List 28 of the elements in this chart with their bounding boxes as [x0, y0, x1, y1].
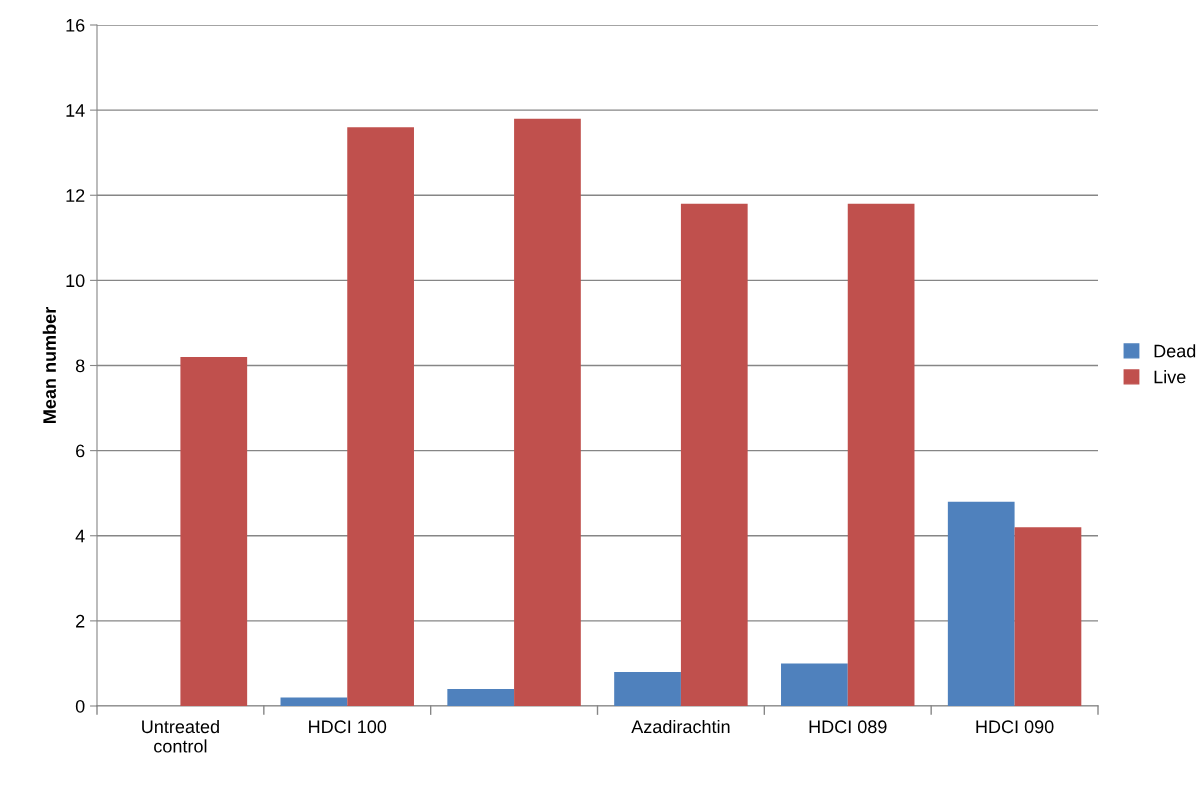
bar	[1014, 527, 1082, 706]
bar	[180, 356, 248, 706]
y-tick-label: 6	[76, 444, 85, 458]
x-tick-label: HDCI 100	[309, 720, 387, 734]
legend-label: Dead	[1154, 344, 1196, 358]
x-tick-label: HDCI 090	[976, 720, 1054, 734]
bar	[680, 203, 748, 706]
y-tick-label: 0	[75, 699, 85, 713]
y-axis-title: Mean number	[42, 307, 56, 423]
y-tick-label: 12	[66, 189, 85, 202]
x-tick-label: HDCI 089	[809, 720, 887, 734]
y-tick-label: 16	[66, 18, 85, 32]
bar	[347, 127, 414, 706]
legend-label: Live	[1154, 370, 1186, 384]
y-tick-label: 4	[75, 529, 85, 543]
bar	[614, 671, 681, 706]
bar	[947, 501, 1015, 706]
bar	[447, 688, 515, 706]
y-tick-label: 10	[66, 274, 85, 288]
y-tick-label: 14	[66, 104, 85, 117]
y-tick-label: 2	[76, 614, 85, 628]
bar	[847, 203, 915, 706]
bar	[514, 118, 581, 706]
x-tick-label: Untreated control	[142, 719, 219, 753]
bar	[280, 697, 348, 706]
bar	[781, 663, 848, 706]
y-tick-label: 8	[75, 359, 85, 373]
x-tick-label: Azadirachtin	[631, 719, 730, 734]
